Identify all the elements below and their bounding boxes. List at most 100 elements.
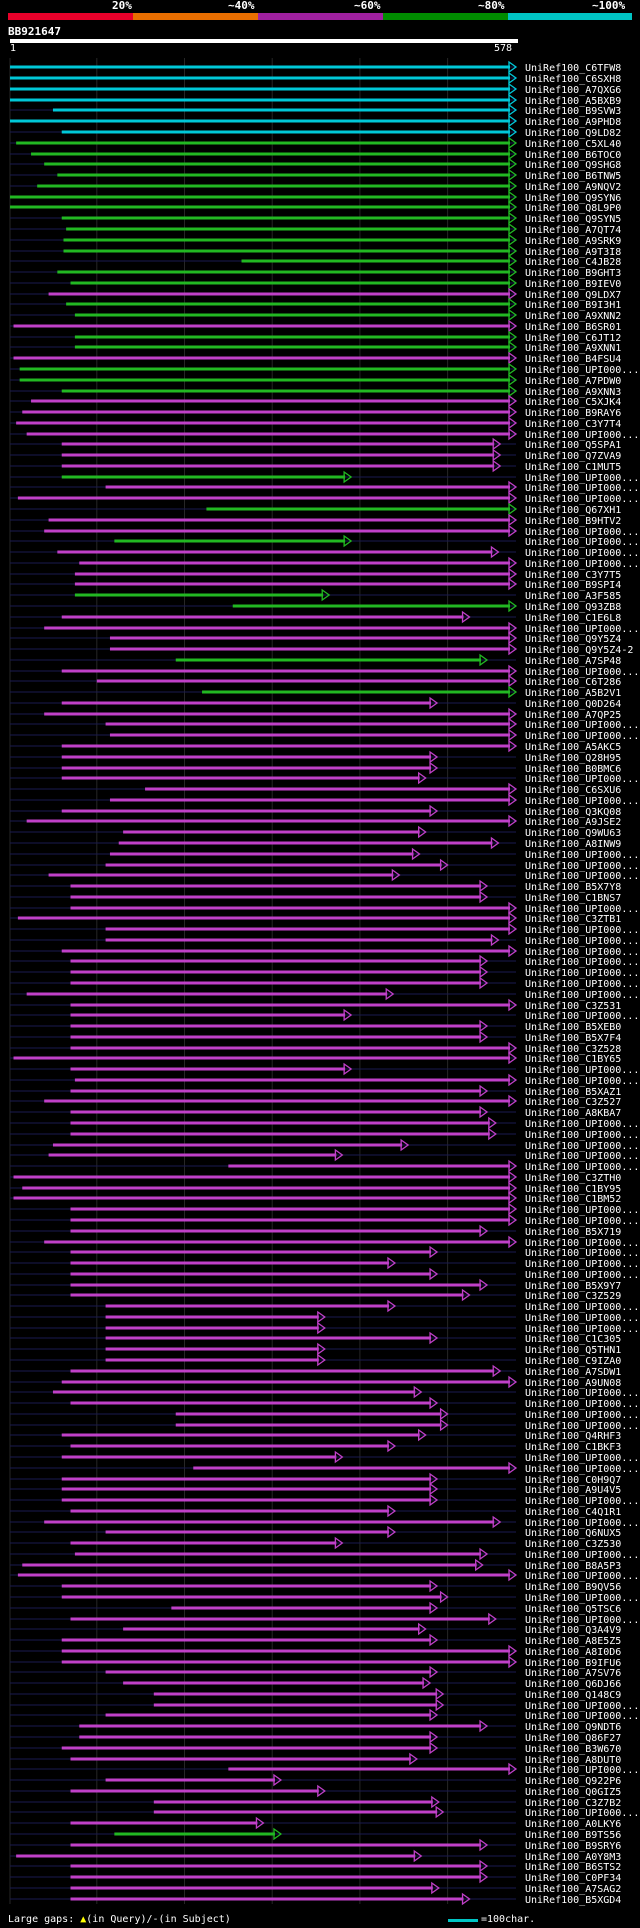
hit-label[interactable]: UniRef100_UPI000... xyxy=(525,1410,639,1421)
hit-label[interactable]: UniRef100_B6STS2 xyxy=(525,1862,621,1873)
hit-label[interactable]: UniRef100_C1BM52 xyxy=(525,1194,621,1205)
hit-label[interactable]: UniRef100_C4JB28 xyxy=(525,257,621,268)
hit-label[interactable]: UniRef100_C3ZTH0 xyxy=(525,1173,621,1184)
hit-label[interactable]: UniRef100_C1BY95 xyxy=(525,1184,621,1195)
hit-label[interactable]: UniRef100_UPI000... xyxy=(525,1593,639,1604)
hit-label[interactable]: UniRef100_Q6NUX5 xyxy=(525,1528,621,1539)
hit-label[interactable]: UniRef100_C6SXH8 xyxy=(525,74,621,85)
hit-label[interactable]: UniRef100_A7PDW0 xyxy=(525,376,621,387)
hit-label[interactable]: UniRef100_B0BMC6 xyxy=(525,764,621,775)
hit-label[interactable]: UniRef100_UPI000... xyxy=(525,1270,639,1281)
hit-label[interactable]: UniRef100_Q28H95 xyxy=(525,753,621,764)
hit-label[interactable]: UniRef100_Q67XH1 xyxy=(525,505,621,516)
hit-label[interactable]: UniRef100_C9IZA0 xyxy=(525,1356,621,1367)
hit-label[interactable]: UniRef100_B4FSU4 xyxy=(525,354,621,365)
hit-label[interactable]: UniRef100_UPI000... xyxy=(525,1162,639,1173)
hit-label[interactable]: UniRef100_UPI000... xyxy=(525,1464,639,1475)
hit-label[interactable]: UniRef100_Q9Y5Z4-2 xyxy=(525,645,633,656)
hit-label[interactable]: UniRef100_Q7ZVA9 xyxy=(525,451,621,462)
hit-label[interactable]: UniRef100_UPI000... xyxy=(525,1453,639,1464)
hit-label[interactable]: UniRef100_UPI000... xyxy=(525,957,639,968)
hit-label[interactable]: UniRef100_UPI000... xyxy=(525,559,639,570)
hit-label[interactable]: UniRef100_Q5SPA1 xyxy=(525,440,621,451)
hit-label[interactable]: UniRef100_C3Y7T4 xyxy=(525,419,621,430)
hit-label[interactable]: UniRef100_Q3KQ08 xyxy=(525,807,621,818)
hit-label[interactable]: UniRef100_C6SXU6 xyxy=(525,785,621,796)
hit-label[interactable]: UniRef100_Q0D264 xyxy=(525,699,621,710)
hit-label[interactable]: UniRef100_Q9SYN5 xyxy=(525,214,621,225)
hit-label[interactable]: UniRef100_UPI000... xyxy=(525,1076,639,1087)
hit-label[interactable]: UniRef100_A9U4V5 xyxy=(525,1485,621,1496)
hit-label[interactable]: UniRef100_B5X9Y7 xyxy=(525,1281,621,1292)
hit-label[interactable]: UniRef100_A0LKY6 xyxy=(525,1819,621,1830)
hit-label[interactable]: UniRef100_C3Z531 xyxy=(525,1001,621,1012)
hit-label[interactable]: UniRef100_Q93ZB8 xyxy=(525,602,621,613)
hit-label[interactable]: UniRef100_UPI000... xyxy=(525,473,639,484)
hit-label[interactable]: UniRef100_Q9LD82 xyxy=(525,128,621,139)
hit-label[interactable]: UniRef100_UPI000... xyxy=(525,1141,639,1152)
hit-label[interactable]: UniRef100_UPI000... xyxy=(525,1248,639,1259)
hit-label[interactable]: UniRef100_A9XNN1 xyxy=(525,343,621,354)
hit-label[interactable]: UniRef100_C4Q1R1 xyxy=(525,1507,621,1518)
hit-label[interactable]: UniRef100_A7QT74 xyxy=(525,225,621,236)
hit-label[interactable]: UniRef100_C6T286 xyxy=(525,677,621,688)
hit-label[interactable]: UniRef100_A8INW9 xyxy=(525,839,621,850)
hit-label[interactable]: UniRef100_B9GHT3 xyxy=(525,268,621,279)
hit-label[interactable]: UniRef100_C0PF34 xyxy=(525,1873,621,1884)
hit-label[interactable]: UniRef100_A3F585 xyxy=(525,591,621,602)
hit-label[interactable]: UniRef100_UPI000... xyxy=(525,936,639,947)
hit-label[interactable]: UniRef100_Q9NDT6 xyxy=(525,1722,621,1733)
hit-label[interactable]: UniRef100_UPI000... xyxy=(525,904,639,915)
hit-label[interactable]: UniRef100_UPI000... xyxy=(525,925,639,936)
hit-label[interactable]: UniRef100_UPI000... xyxy=(525,1388,639,1399)
hit-label[interactable]: UniRef100_UPI000... xyxy=(525,979,639,990)
hit-label[interactable]: UniRef100_A9JSE2 xyxy=(525,817,621,828)
hit-label[interactable]: UniRef100_UPI000... xyxy=(525,1151,639,1162)
hit-label[interactable]: UniRef100_UPI000... xyxy=(525,861,639,872)
hit-label[interactable]: UniRef100_UPI000... xyxy=(525,1065,639,1076)
hit-label[interactable]: UniRef100_UPI000... xyxy=(525,1711,639,1722)
hit-label[interactable]: UniRef100_B9IEV0 xyxy=(525,279,621,290)
hit-label[interactable]: UniRef100_UPI000... xyxy=(525,720,639,731)
hit-label[interactable]: UniRef100_A8KBA7 xyxy=(525,1108,621,1119)
hit-label[interactable]: UniRef100_C3Z527 xyxy=(525,1097,621,1108)
hit-label[interactable]: UniRef100_UPI000... xyxy=(525,667,639,678)
hit-label[interactable]: UniRef100_C6TFW8 xyxy=(525,63,621,74)
hit-label[interactable]: UniRef100_A7QP25 xyxy=(525,710,621,721)
hit-label[interactable]: UniRef100_UPI000... xyxy=(525,1615,639,1626)
hit-label[interactable]: UniRef100_UPI000... xyxy=(525,1518,639,1529)
hit-label[interactable]: UniRef100_UPI000... xyxy=(525,365,639,376)
hit-label[interactable]: UniRef100_UPI000... xyxy=(525,1238,639,1249)
hit-label[interactable]: UniRef100_B5XEB0 xyxy=(525,1022,621,1033)
hit-label[interactable]: UniRef100_B9TS56 xyxy=(525,1830,621,1841)
hit-label[interactable]: UniRef100_B5X7F4 xyxy=(525,1033,621,1044)
hit-label[interactable]: UniRef100_C1E6L8 xyxy=(525,613,621,624)
hit-label[interactable]: UniRef100_UPI000... xyxy=(525,1550,639,1561)
hit-label[interactable]: UniRef100_UPI000... xyxy=(525,990,639,1001)
hit-label[interactable]: UniRef100_A9T3I8 xyxy=(525,247,621,258)
hit-label[interactable]: UniRef100_A5B2V1 xyxy=(525,688,621,699)
hit-label[interactable]: UniRef100_Q3A4V9 xyxy=(525,1625,621,1636)
hit-label[interactable]: UniRef100_C3Z7B2 xyxy=(525,1798,621,1809)
hit-label[interactable]: UniRef100_C3Z530 xyxy=(525,1539,621,1550)
hit-label[interactable]: UniRef100_A9PHD8 xyxy=(525,117,621,128)
hit-label[interactable]: UniRef100_A5AKC5 xyxy=(525,742,621,753)
hit-label[interactable]: UniRef100_UPI000... xyxy=(525,1765,639,1776)
hit-label[interactable]: UniRef100_B9I3H1 xyxy=(525,300,621,311)
hit-label[interactable]: UniRef100_B9RAY6 xyxy=(525,408,621,419)
hit-label[interactable]: UniRef100_UPI000... xyxy=(525,1808,639,1819)
hit-label[interactable]: UniRef100_A7QXG6 xyxy=(525,85,621,96)
hit-label[interactable]: UniRef100_C0H9Q7 xyxy=(525,1475,621,1486)
hit-label[interactable]: UniRef100_A7SP48 xyxy=(525,656,621,667)
hit-label[interactable]: UniRef100_A9UN08 xyxy=(525,1378,621,1389)
hit-label[interactable]: UniRef100_UPI000... xyxy=(525,871,639,882)
hit-label[interactable]: UniRef100_UPI000... xyxy=(525,731,639,742)
hit-label[interactable]: UniRef100_UPI000... xyxy=(525,1119,639,1130)
hit-label[interactable]: UniRef100_UPI000... xyxy=(525,1259,639,1270)
hit-label[interactable]: UniRef100_B9SVW3 xyxy=(525,106,621,117)
hit-label[interactable]: UniRef100_Q9LDX7 xyxy=(525,290,621,301)
hit-label[interactable]: UniRef100_B5X719 xyxy=(525,1227,621,1238)
hit-label[interactable]: UniRef100_UPI000... xyxy=(525,483,639,494)
hit-label[interactable]: UniRef100_UPI000... xyxy=(525,1302,639,1313)
hit-label[interactable]: UniRef100_A7SV76 xyxy=(525,1668,621,1679)
